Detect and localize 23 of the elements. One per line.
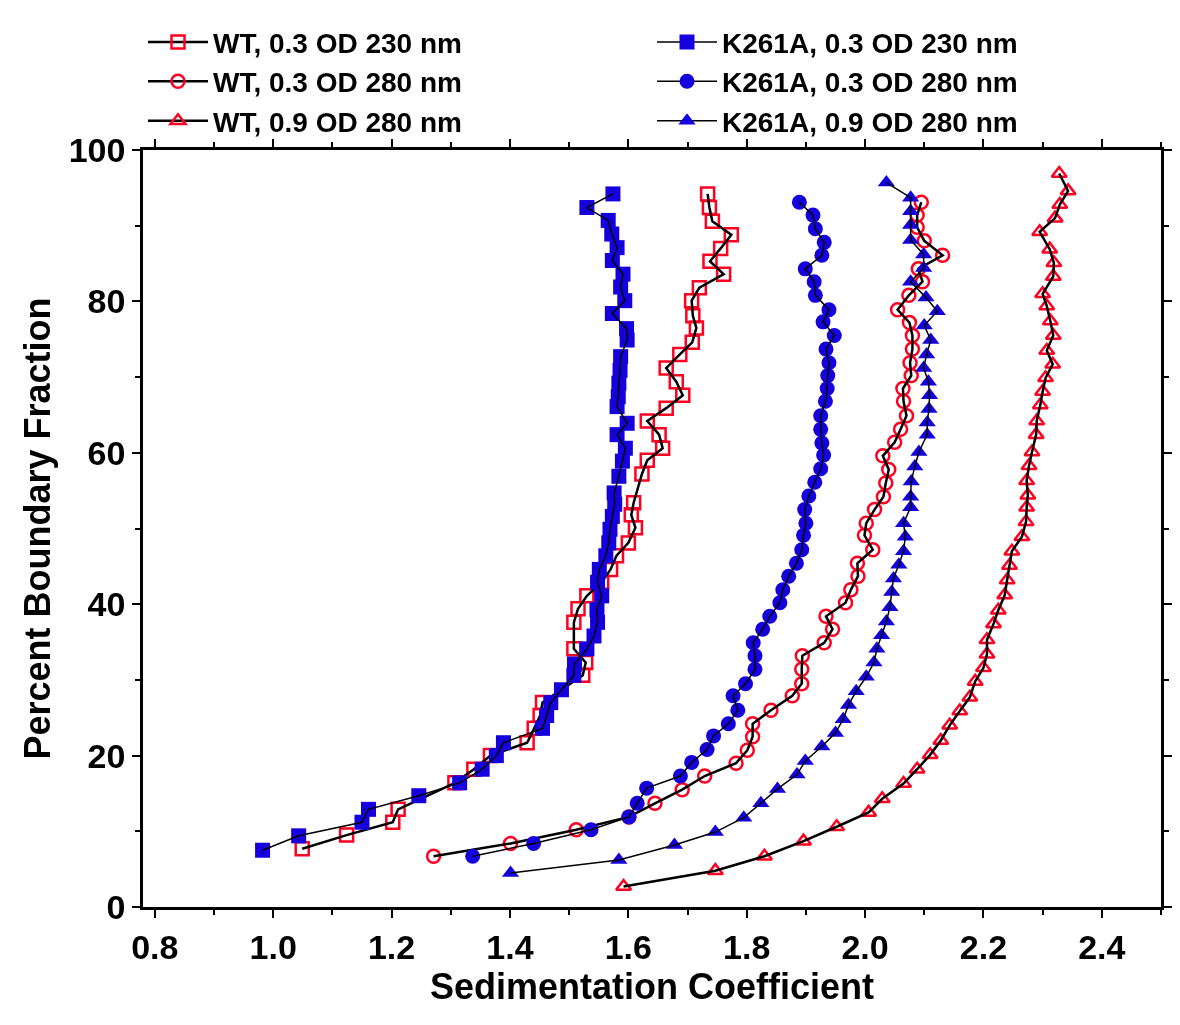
x-tick-label: 1.2 — [367, 927, 416, 966]
x-tick-label: 1.8 — [723, 927, 771, 966]
x-axis-title: Sedimentation Coefficient — [429, 965, 875, 1007]
y-tick-label: 100 — [68, 130, 126, 169]
x-tick-label: 1.4 — [486, 927, 534, 966]
x-tick-label: 0.8 — [131, 927, 179, 966]
legend-label: K261A, 0.3 OD 230 nm — [722, 27, 1018, 59]
x-tick-label: 2.4 — [1078, 927, 1126, 966]
x-tick-label: 2.2 — [959, 927, 1008, 966]
y-tick-label: 20 — [87, 736, 126, 775]
legend-label: K261A, 0.3 OD 280 nm — [722, 67, 1018, 99]
y-tick-label: 40 — [87, 585, 126, 624]
y-tick-label: 60 — [87, 433, 126, 472]
y-axis-title: Percent Boundary Fraction — [16, 297, 58, 760]
legend-label: WT, 0.9 OD 280 nm — [213, 106, 462, 138]
legend-label: K261A, 0.9 OD 280 nm — [722, 106, 1018, 138]
x-tick-label: 1.0 — [249, 927, 297, 966]
x-tick-label: 1.6 — [604, 927, 652, 966]
y-tick-label: 80 — [87, 282, 126, 321]
legend-label: WT, 0.3 OD 230 nm — [213, 27, 462, 59]
legend-label: WT, 0.3 OD 280 nm — [213, 67, 462, 99]
y-tick-label: 0 — [106, 887, 126, 926]
x-tick-label: 2.0 — [841, 927, 889, 966]
